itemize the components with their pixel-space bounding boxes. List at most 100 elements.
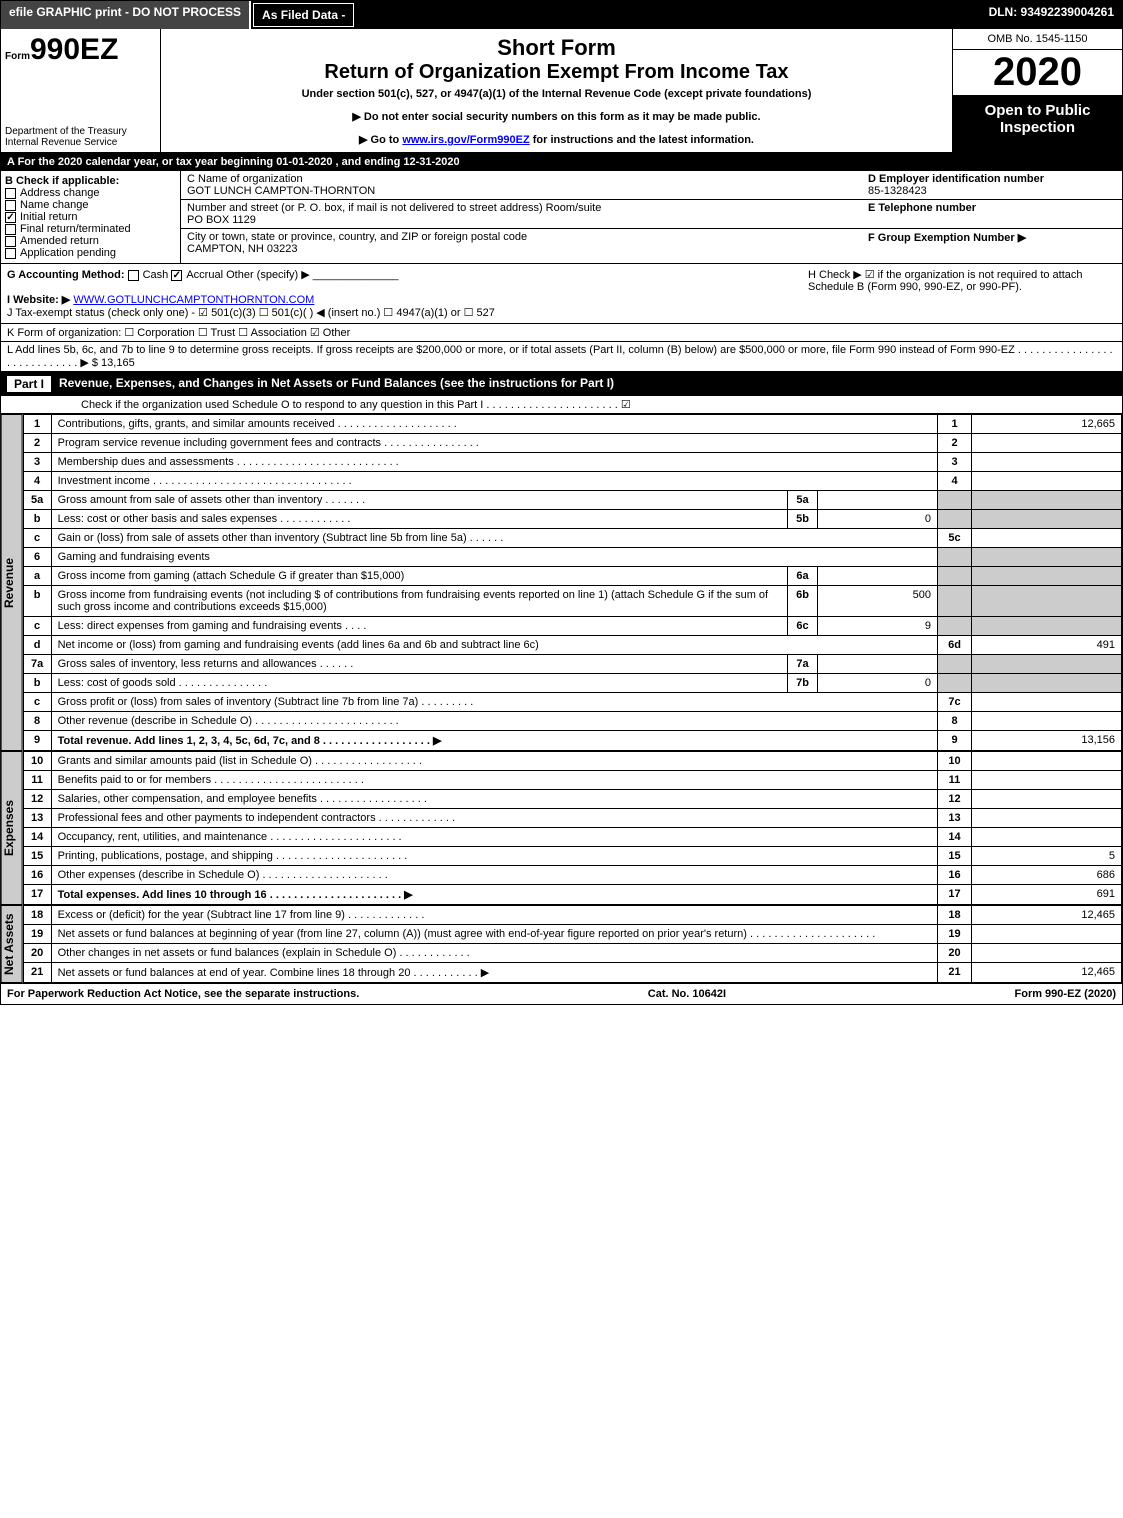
note-ssn: ▶ Do not enter social security numbers o… xyxy=(167,110,946,123)
cb-accrual[interactable] xyxy=(171,270,182,281)
line-12: 12Salaries, other compensation, and empl… xyxy=(23,790,1121,809)
c-label: C Name of organization xyxy=(187,173,856,185)
line-2: 2Program service revenue including gover… xyxy=(23,434,1121,453)
right-info: D Employer identification number 85-1328… xyxy=(862,171,1122,263)
line-19: 19Net assets or fund balances at beginni… xyxy=(23,925,1121,944)
omb: OMB No. 1545-1150 xyxy=(953,29,1122,50)
open-inspection: Open to Public Inspection xyxy=(953,96,1122,152)
asfiled-banner: As Filed Data - xyxy=(253,3,354,27)
cb-application[interactable]: Application pending xyxy=(5,247,176,259)
f-label: F Group Exemption Number ▶ xyxy=(868,231,1116,244)
line-6c: cLess: direct expenses from gaming and f… xyxy=(23,617,1121,636)
netassets-table: 18Excess or (deficit) for the year (Subt… xyxy=(23,905,1122,983)
line-5b: bLess: cost or other basis and sales exp… xyxy=(23,510,1121,529)
cb-address[interactable]: Address change xyxy=(5,187,176,199)
line-17: 17Total expenses. Add lines 10 through 1… xyxy=(23,885,1121,905)
d-ein: D Employer identification number 85-1328… xyxy=(862,171,1122,200)
cb-cash[interactable] xyxy=(128,270,139,281)
form-title: Return of Organization Exempt From Incom… xyxy=(167,61,946,84)
city-label: City or town, state or province, country… xyxy=(187,231,856,243)
header: Form990EZ Department of the Treasury Int… xyxy=(1,29,1122,154)
line-10: 10Grants and similar amounts paid (list … xyxy=(23,752,1121,771)
line-21: 21Net assets or fund balances at end of … xyxy=(23,963,1121,983)
expenses-table: 10Grants and similar amounts paid (list … xyxy=(23,751,1122,905)
department: Department of the Treasury Internal Reve… xyxy=(5,126,156,148)
topbar: efile GRAPHIC print - DO NOT PROCESS As … xyxy=(1,1,1122,29)
part1-title: Revenue, Expenses, and Changes in Net As… xyxy=(59,376,1116,392)
city-value: CAMPTON, NH 03223 xyxy=(187,243,856,255)
topbar-spacer xyxy=(356,1,980,29)
footer-left: For Paperwork Reduction Act Notice, see … xyxy=(7,988,359,1000)
city: City or town, state or province, country… xyxy=(181,229,862,257)
line-3: 3Membership dues and assessments . . . .… xyxy=(23,453,1121,472)
i-label: I Website: ▶ xyxy=(7,294,70,306)
line-13: 13Professional fees and other payments t… xyxy=(23,809,1121,828)
header-center: Short Form Return of Organization Exempt… xyxy=(161,29,952,152)
part1-num: Part I xyxy=(7,376,51,392)
line-a: A For the 2020 calendar year, or tax yea… xyxy=(1,154,1122,171)
netassets-section: Net Assets 18Excess or (deficit) for the… xyxy=(1,905,1122,983)
line-6b: bGross income from fundraising events (n… xyxy=(23,586,1121,617)
line-6d: dNet income or (loss) from gaming and fu… xyxy=(23,636,1121,655)
line-15: 15Printing, publications, postage, and s… xyxy=(23,847,1121,866)
line-5a: 5aGross amount from sale of assets other… xyxy=(23,491,1121,510)
footer-right: Form 990-EZ (2020) xyxy=(1015,988,1116,1000)
form-page: efile GRAPHIC print - DO NOT PROCESS As … xyxy=(0,0,1123,1005)
f-group: F Group Exemption Number ▶ xyxy=(862,229,1122,246)
cb-amended[interactable]: Amended return xyxy=(5,235,176,247)
line-11: 11Benefits paid to or for members . . . … xyxy=(23,771,1121,790)
cb-final[interactable]: Final return/terminated xyxy=(5,223,176,235)
short-form: Short Form xyxy=(167,35,946,61)
d-label: D Employer identification number xyxy=(868,173,1116,185)
line-4: 4Investment income . . . . . . . . . . .… xyxy=(23,472,1121,491)
street: Number and street (or P. O. box, if mail… xyxy=(181,200,862,229)
irs-link[interactable]: www.irs.gov/Form990EZ xyxy=(402,134,529,146)
line-7b: bLess: cost of goods sold . . . . . . . … xyxy=(23,674,1121,693)
note2-post: for instructions and the latest informat… xyxy=(530,134,754,146)
cb-initial[interactable]: Initial return xyxy=(5,211,176,223)
efile-banner: efile GRAPHIC print - DO NOT PROCESS xyxy=(1,1,251,29)
expenses-label: Expenses xyxy=(1,751,23,905)
check-if-applicable: B Check if applicable: Address change Na… xyxy=(1,171,181,263)
line-8: 8Other revenue (describe in Schedule O) … xyxy=(23,712,1121,731)
line-l: L Add lines 5b, 6c, and 7b to line 9 to … xyxy=(1,342,1122,372)
netassets-label: Net Assets xyxy=(1,905,23,983)
website-link[interactable]: WWW.GOTLUNCHCAMPTONTHORNTON.COM xyxy=(73,294,314,306)
d-value: 85-1328423 xyxy=(868,185,1116,197)
line-1: 1Contributions, gifts, grants, and simil… xyxy=(23,415,1121,434)
footer: For Paperwork Reduction Act Notice, see … xyxy=(1,983,1122,1004)
e-tel: E Telephone number xyxy=(862,200,1122,229)
b-label: B Check if applicable: xyxy=(5,175,176,187)
footer-mid: Cat. No. 10642I xyxy=(648,988,726,1000)
header-left: Form990EZ Department of the Treasury Int… xyxy=(1,29,161,152)
dln: DLN: 93492239004261 xyxy=(981,1,1122,29)
addr-label: Number and street (or P. O. box, if mail… xyxy=(187,202,856,214)
c-name: C Name of organization GOT LUNCH CAMPTON… xyxy=(181,171,862,200)
revenue-label: Revenue xyxy=(1,414,23,751)
form-prefix: Form xyxy=(5,51,30,62)
line-j: J Tax-exempt status (check only one) - ☑… xyxy=(7,307,495,319)
part1-check: Check if the organization used Schedule … xyxy=(1,396,1122,414)
c-value: GOT LUNCH CAMPTON-THORNTON xyxy=(187,185,856,197)
note2-pre: ▶ Go to xyxy=(359,134,402,146)
line-6a: aGross income from gaming (attach Schedu… xyxy=(23,567,1121,586)
form-num: 990EZ xyxy=(30,33,118,66)
line-20: 20Other changes in net assets or fund ba… xyxy=(23,944,1121,963)
section-gh: G Accounting Method: Cash Accrual Other … xyxy=(1,264,1122,324)
line-5c: cGain or (loss) from sale of assets othe… xyxy=(23,529,1121,548)
expenses-section: Expenses 10Grants and similar amounts pa… xyxy=(1,751,1122,905)
line-16: 16Other expenses (describe in Schedule O… xyxy=(23,866,1121,885)
line-g: G Accounting Method: Cash Accrual Other … xyxy=(1,264,802,323)
cb-name[interactable]: Name change xyxy=(5,199,176,211)
line-h: H Check ▶ ☑ if the organization is not r… xyxy=(802,264,1122,323)
line-6: 6Gaming and fundraising events xyxy=(23,548,1121,567)
section-b: B Check if applicable: Address change Na… xyxy=(1,171,1122,264)
e-label: E Telephone number xyxy=(868,202,1116,214)
addr-value: PO BOX 1129 xyxy=(187,214,856,226)
part1-header: Part I Revenue, Expenses, and Changes in… xyxy=(1,372,1122,396)
line-14: 14Occupancy, rent, utilities, and mainte… xyxy=(23,828,1121,847)
form-subtitle: Under section 501(c), 527, or 4947(a)(1)… xyxy=(167,88,946,100)
revenue-table: 1Contributions, gifts, grants, and simil… xyxy=(23,414,1122,751)
tax-year: 2020 xyxy=(953,50,1122,96)
form-number: Form990EZ xyxy=(5,33,156,67)
